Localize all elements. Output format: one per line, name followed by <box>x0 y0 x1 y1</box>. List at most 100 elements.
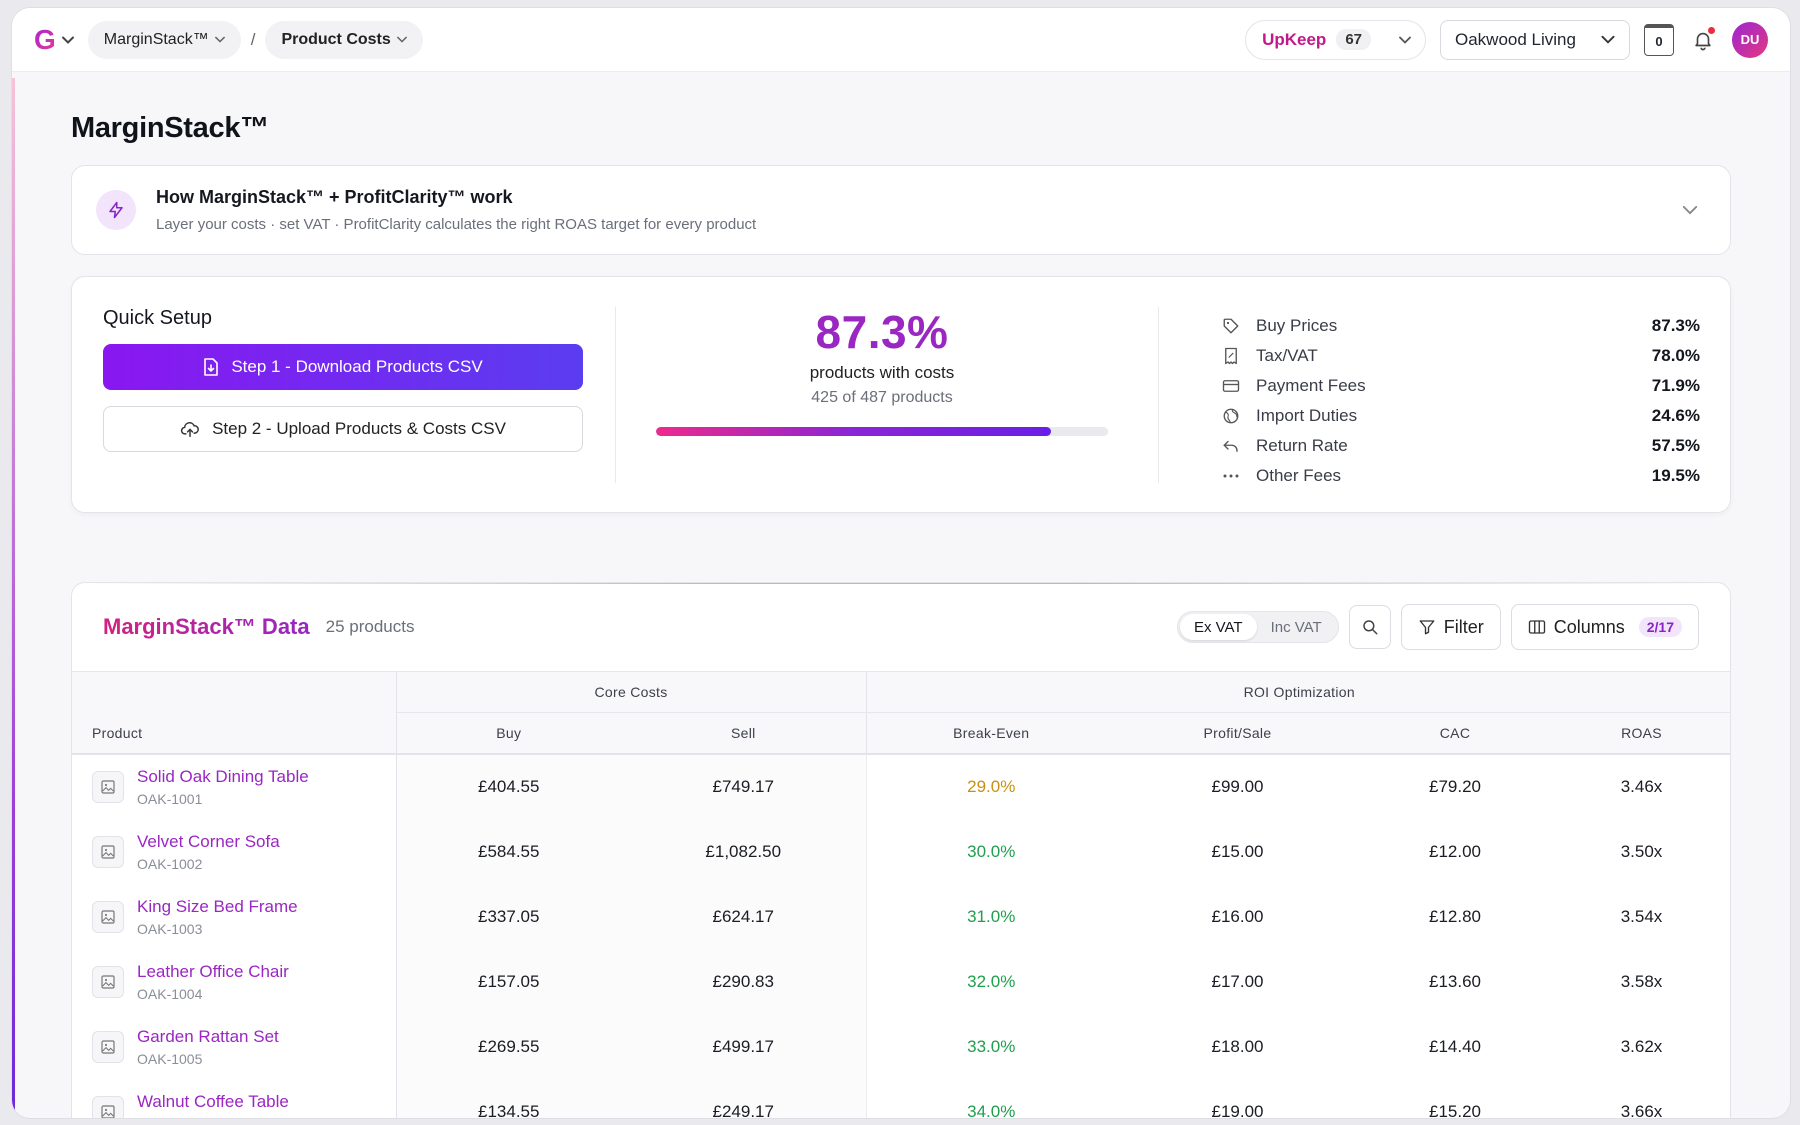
table-row[interactable]: Walnut Coffee Table OAK-1006 £134.55£249.1… <box>72 1079 1730 1119</box>
product-count: 25 products <box>325 617 415 636</box>
product-name-link[interactable]: Garden Rattan Set <box>137 1026 279 1046</box>
breadcrumb-label: MarginStack™ <box>103 30 209 48</box>
column-header-buy[interactable]: Buy <box>396 712 621 755</box>
chevron-down-icon <box>61 33 74 47</box>
upkeep-dropdown[interactable]: UpKeep 67 <box>1245 19 1426 60</box>
coverage-subtext: 425 of 487 products <box>811 389 953 406</box>
stat-value: 57.5% <box>1651 436 1700 455</box>
coverage-percentage: 87.3% <box>815 306 949 358</box>
cac-cell: £14.40 <box>1429 1036 1481 1056</box>
buy-cell[interactable]: £269.55 <box>396 1014 621 1079</box>
sell-cell[interactable]: £499.17 <box>621 1014 867 1079</box>
ex-vat-option[interactable]: Ex VAT <box>1179 614 1257 640</box>
sell-cell[interactable]: £290.83 <box>621 949 867 1014</box>
buy-cell[interactable]: £584.55 <box>396 819 621 884</box>
cac-cell: £12.00 <box>1429 841 1481 861</box>
buy-cell[interactable]: £134.55 <box>396 1079 621 1118</box>
roas-cell: 3.54x <box>1620 906 1663 926</box>
buy-cell[interactable]: £404.55 <box>396 754 621 819</box>
break-even-cell: 30.0% <box>967 841 1016 861</box>
buy-cell[interactable]: £337.05 <box>396 884 621 949</box>
product-name-link[interactable]: Velvet Corner Sofa <box>137 831 280 851</box>
file-download-icon <box>204 358 219 376</box>
filter-button[interactable]: Filter <box>1400 604 1501 650</box>
cloud-upload-icon <box>180 422 199 438</box>
table-row[interactable]: Velvet Corner Sofa OAK-1002 £584.55 £1,082.… <box>72 819 1730 884</box>
image-placeholder-icon <box>92 835 124 868</box>
upload-csv-button[interactable]: Step 2 - Upload Products & Costs CSV <box>103 406 583 452</box>
product-cell: Garden Rattan Set OAK-1005 <box>72 1014 397 1079</box>
columns-label: Columns <box>1553 616 1625 637</box>
chevron-down-icon <box>1399 36 1411 44</box>
sell-cell[interactable]: £249.17 <box>621 1079 867 1118</box>
vat-toggle: Ex VAT Inc VAT <box>1176 611 1339 643</box>
breadcrumb-separator: / <box>250 29 256 49</box>
stat-row-return-rate: Return Rate 57.5% <box>1218 431 1700 461</box>
group-header-roi: ROI Optimization <box>865 672 1730 713</box>
profit-sale-cell: £17.00 <box>1211 971 1264 991</box>
globe-icon <box>1218 407 1244 425</box>
product-name-link[interactable]: Leather Office Chair <box>137 961 289 981</box>
data-table-card: MarginStack™ Data 25 products Ex VAT Inc… <box>71 582 1731 1118</box>
breadcrumb-marginstack[interactable]: MarginStack™ <box>87 20 241 59</box>
breadcrumb-product-costs[interactable]: Product Costs <box>265 20 423 59</box>
download-csv-label: Step 1 - Download Products CSV <box>231 357 483 376</box>
quick-setup-title: Quick Setup <box>103 307 212 329</box>
columns-count-badge: 2/17 <box>1638 617 1682 637</box>
image-placeholder-icon <box>92 1095 124 1118</box>
undo-icon <box>1218 438 1244 454</box>
lightning-icon <box>96 190 136 230</box>
app-logo: G <box>34 23 56 55</box>
table-row[interactable]: Garden Rattan Set OAK-1005 £269.55 £499.17 3… <box>72 1014 1730 1079</box>
divider <box>1158 307 1159 483</box>
calendar-icon[interactable]: 0 <box>1644 23 1674 56</box>
product-sku: OAK-1003 <box>137 920 203 937</box>
product-name-link[interactable]: King Size Bed Frame <box>137 896 298 916</box>
column-header-profit-sale[interactable]: Profit/Sale <box>1116 712 1359 755</box>
product-name-link[interactable]: Solid Oak Dining Table <box>137 767 309 786</box>
buy-cell[interactable]: £157.05 <box>396 949 621 1014</box>
profit-sale-cell: £19.00 <box>1211 1101 1264 1119</box>
filter-label: Filter <box>1443 616 1484 637</box>
column-header-cac[interactable]: CAC <box>1359 712 1551 755</box>
column-header-roas[interactable]: ROAS <box>1551 712 1730 755</box>
search-button[interactable] <box>1348 605 1391 649</box>
margin-table: Product Core Costs ROI Optimization Buy … <box>72 672 1730 1119</box>
receipt-icon <box>1218 347 1244 365</box>
chevron-down-icon <box>214 36 225 43</box>
break-even-cell: 33.0% <box>967 1036 1016 1056</box>
avatar[interactable]: DU <box>1732 21 1768 58</box>
divider <box>615 307 616 483</box>
column-header-break-even[interactable]: Break-Even <box>865 712 1116 755</box>
product-name-link[interactable]: Walnut Coffee Table <box>137 1091 289 1111</box>
profit-sale-cell: £15.00 <box>1211 841 1264 861</box>
stat-label: Buy Prices <box>1256 316 1338 335</box>
product-sku: OAK-1005 <box>137 1050 203 1067</box>
stat-value: 19.5% <box>1651 466 1700 485</box>
columns-button[interactable]: Columns 2/17 <box>1510 604 1699 650</box>
store-selector[interactable]: Oakwood Living <box>1440 19 1630 60</box>
column-header-product[interactable]: Product <box>72 672 397 755</box>
credit-card-icon <box>1218 378 1244 394</box>
column-header-sell[interactable]: Sell <box>621 712 866 755</box>
table-row[interactable]: King Size Bed Frame OAK-1003 £337.05 £624.1… <box>72 884 1730 949</box>
table-row[interactable]: Solid Oak Dining Table OAK-1001 £404.55 £74… <box>72 754 1730 819</box>
download-csv-button[interactable]: Step 1 - Download Products CSV <box>103 344 583 390</box>
table-row[interactable]: Leather Office Chair OAK-1004 £157.05 £290.… <box>72 949 1730 1014</box>
roas-cell: 3.58x <box>1620 971 1663 991</box>
sell-cell[interactable]: £749.17 <box>621 754 867 819</box>
stat-row-buy-prices: Buy Prices 87.3% <box>1218 311 1700 341</box>
bell-icon <box>1695 32 1711 50</box>
inc-vat-option[interactable]: Inc VAT <box>1270 618 1322 636</box>
product-cell: King Size Bed Frame OAK-1003 <box>72 884 397 949</box>
cac-cell: £79.20 <box>1429 777 1481 796</box>
image-placeholder-icon <box>92 900 124 933</box>
profit-sale-cell: £16.00 <box>1211 906 1264 926</box>
how-it-works-panel[interactable]: How MarginStack™ + ProfitClarity™ work L… <box>71 165 1731 255</box>
ellipsis-icon <box>1218 473 1244 479</box>
sell-cell[interactable]: £624.17 <box>621 884 867 949</box>
coverage-progress-bar <box>656 427 1108 436</box>
sell-cell[interactable]: £1,082.50 <box>621 819 867 884</box>
app-switcher[interactable]: G <box>34 24 74 56</box>
notifications-button[interactable] <box>1688 25 1718 55</box>
